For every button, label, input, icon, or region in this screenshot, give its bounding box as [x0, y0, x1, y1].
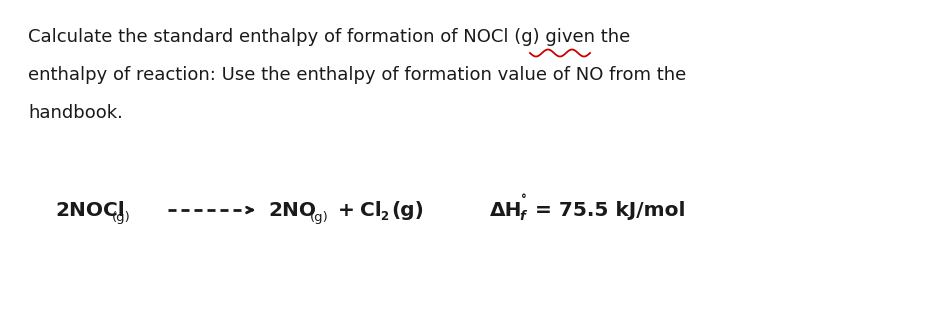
Text: enthalpy of reaction: Use the enthalpy of formation value of NO from the: enthalpy of reaction: Use the enthalpy o…: [28, 66, 686, 84]
Text: = 75.5 kJ/mol: = 75.5 kJ/mol: [535, 201, 685, 219]
Text: Cl: Cl: [360, 201, 382, 219]
Text: +: +: [338, 201, 355, 219]
Text: (g): (g): [112, 212, 131, 224]
Text: handbook.: handbook.: [28, 104, 123, 122]
Text: (g): (g): [310, 212, 328, 224]
Text: 2NO: 2NO: [268, 201, 316, 219]
Text: (g): (g): [391, 201, 423, 219]
Text: Calculate the standard enthalpy of formation of NOCl (g) given the: Calculate the standard enthalpy of forma…: [28, 28, 630, 46]
Text: f: f: [519, 211, 525, 223]
Text: 2: 2: [380, 211, 388, 223]
Text: ΔH: ΔH: [490, 201, 522, 219]
Text: 2NOCl: 2NOCl: [55, 201, 125, 219]
Text: °: °: [521, 193, 527, 207]
